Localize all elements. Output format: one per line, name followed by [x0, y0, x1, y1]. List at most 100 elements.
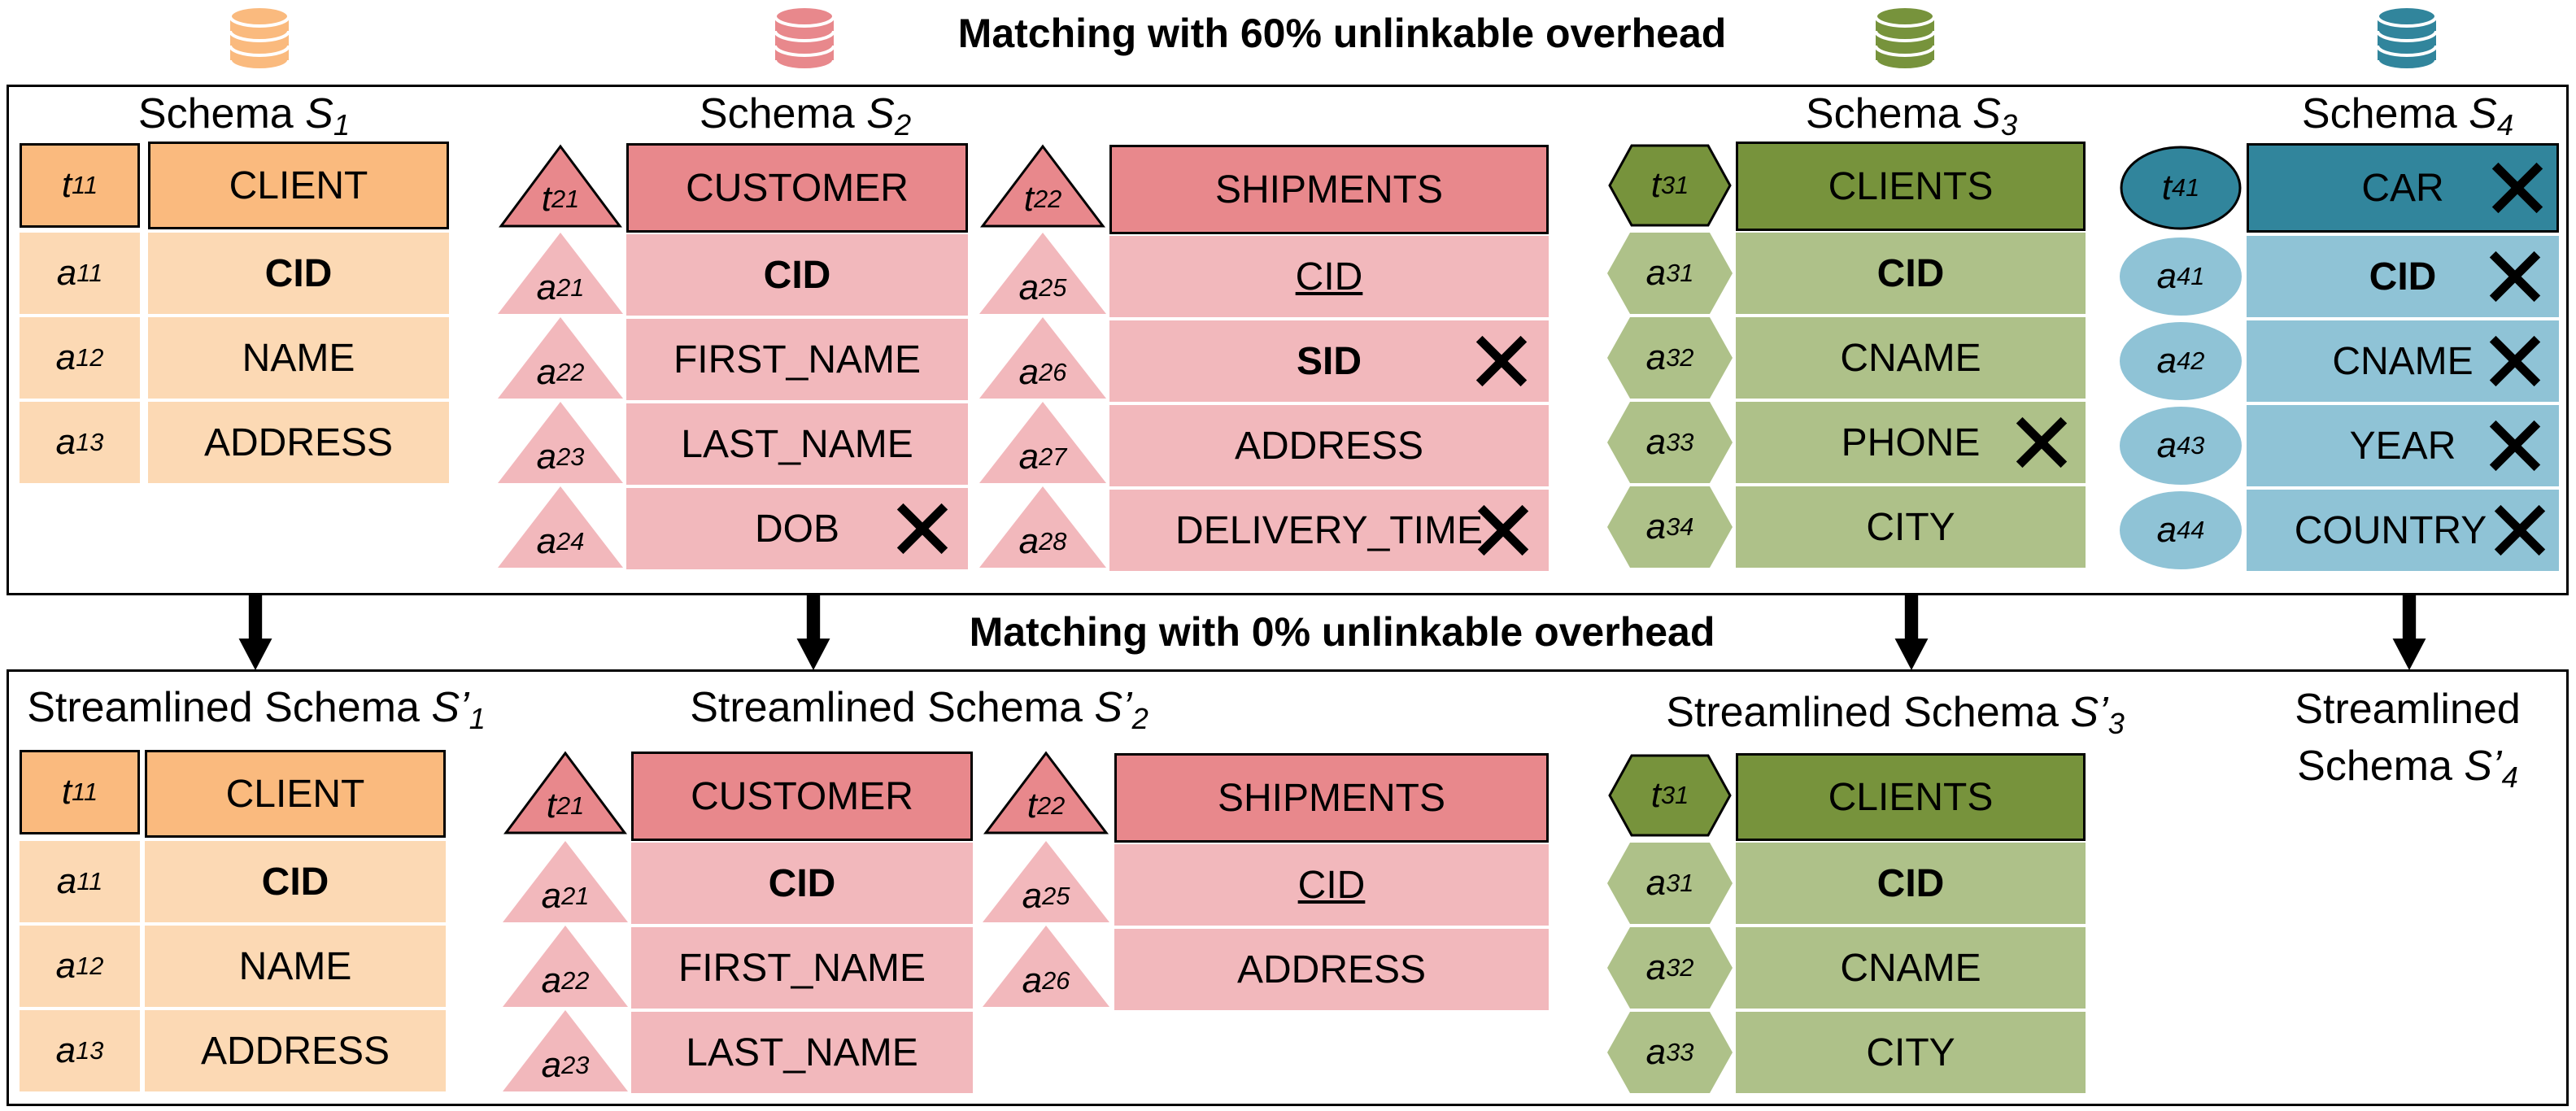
attr-cell: CID	[1736, 843, 2086, 924]
attr-cell: ADDRESS	[145, 1010, 446, 1091]
cross-icon	[893, 499, 952, 558]
streamlined-s4-title-line1: Streamlined	[2295, 686, 2521, 733]
down-arrow-icon	[2391, 595, 2427, 670]
attr-label: a 12	[20, 317, 140, 399]
attr-text: CNAME	[2332, 339, 2474, 383]
bottom-frame	[7, 669, 2569, 1106]
schema-s4-title: Schema S4	[2301, 90, 2514, 142]
attr-cell: SID	[1109, 320, 1549, 402]
cross-icon	[1472, 332, 1531, 390]
attr-cell: CNAME	[2247, 320, 2559, 402]
attr-cell: CITY	[1736, 486, 2086, 568]
database-icon-blue	[2376, 5, 2438, 72]
attr-cell: CID	[631, 843, 973, 924]
table-label-t11: t 11	[20, 143, 140, 228]
attr-cell: LAST_NAME	[631, 1012, 973, 1093]
top-frame	[7, 85, 2569, 595]
attr-label: a 43	[2118, 405, 2243, 486]
attr-cell: COUNTRY	[2247, 490, 2559, 571]
down-arrow-icon	[238, 595, 273, 670]
attr-cell: DELIVERY_TIME	[1109, 490, 1549, 571]
attr-label: a 11	[20, 841, 140, 922]
attr-label: a 31	[1607, 233, 1733, 314]
attr-label: a 12	[20, 926, 140, 1007]
attr-label: a 25	[979, 233, 1106, 314]
attr-text: PHONE	[1841, 420, 1981, 464]
attr-label: a 22	[498, 317, 623, 399]
attr-label: a 41	[2118, 236, 2243, 317]
table-label-t31: t 31	[1607, 143, 1733, 228]
attr-label: a 24	[498, 486, 623, 568]
attr-cell: CITY	[1736, 1012, 2086, 1093]
streamlined-s3-title: Streamlined Schema S’3	[1666, 689, 2125, 741]
attr-text: CID	[2369, 255, 2437, 298]
attr-cell: FIRST_NAME	[626, 319, 968, 400]
attr-cell: CID	[2247, 236, 2559, 317]
attr-cell: CID	[1109, 236, 1549, 317]
top-title: Matching with 60% unlinkable overhead	[957, 11, 1727, 56]
attr-label: a 25	[983, 841, 1109, 922]
attr-label: a 23	[498, 402, 623, 483]
attr-cell: ADDRESS	[148, 402, 449, 483]
streamlined-s2-title: Streamlined Schema S’2	[690, 684, 1149, 736]
attr-cell: CID	[1114, 844, 1549, 926]
table-label-t31: t 31	[1607, 753, 1733, 838]
cross-icon	[2486, 416, 2544, 475]
attr-cell: CID	[626, 234, 968, 316]
attr-label: a 33	[1607, 1012, 1733, 1093]
attr-label: a 32	[1607, 317, 1733, 399]
attr-cell: CNAME	[1736, 927, 2086, 1009]
bottom-title: Matching with 0% unlinkable overhead	[969, 609, 1715, 655]
attr-label: a 21	[498, 233, 623, 314]
table-header-customer: CUSTOMER	[631, 752, 973, 841]
attr-label: a 22	[503, 926, 628, 1007]
table-label-t11: t 11	[20, 750, 140, 834]
attr-cell: YEAR	[2247, 405, 2559, 486]
attr-cell: DOB	[626, 488, 968, 569]
attr-cell: NAME	[148, 317, 449, 399]
attr-label: a 32	[1607, 927, 1733, 1009]
attr-cell: ADDRESS	[1109, 405, 1549, 486]
table-label-t22: t 22	[979, 143, 1106, 229]
cross-icon	[2012, 413, 2071, 472]
cross-icon	[2488, 159, 2547, 217]
attr-label: a 13	[20, 1010, 140, 1091]
cross-icon	[2491, 501, 2549, 560]
table-label-t21: t 21	[503, 750, 628, 836]
attr-label: a 11	[20, 233, 140, 314]
attr-label: a 31	[1607, 843, 1733, 924]
attr-cell: CID	[1736, 233, 2086, 314]
schema-s3-title: Schema S3	[1805, 90, 2018, 142]
schema-s2-title: Schema S2	[699, 90, 912, 142]
table-label-t41: t 41	[2118, 143, 2243, 233]
attr-cell: CID	[148, 233, 449, 314]
table-header-client: CLIENT	[145, 750, 446, 838]
attr-label: a 26	[979, 317, 1106, 399]
attr-text: SID	[1296, 339, 1362, 383]
attr-text: COUNTRY	[2294, 508, 2487, 552]
attr-label: a 13	[20, 402, 140, 483]
table-header-car: CAR	[2247, 143, 2559, 233]
attr-label: a 26	[983, 926, 1109, 1007]
attr-cell: CNAME	[1736, 317, 2086, 399]
table-header-client: CLIENT	[148, 142, 449, 229]
down-arrow-icon	[795, 595, 831, 670]
streamlined-s1-title: Streamlined Schema S’1	[27, 684, 486, 736]
attr-label: a 34	[1607, 486, 1733, 568]
database-icon-orange	[229, 5, 290, 72]
attr-cell: FIRST_NAME	[631, 927, 973, 1009]
table-header-customer: CUSTOMER	[626, 143, 968, 233]
table-label-t21: t 21	[498, 143, 623, 229]
attr-label: a 21	[503, 841, 628, 922]
table-header-shipments: SHIPMENTS	[1109, 145, 1549, 234]
cross-icon	[1474, 501, 1532, 560]
attr-cell: CID	[145, 841, 446, 922]
down-arrow-icon	[1894, 595, 1929, 670]
header-text: CAR	[2361, 166, 2444, 210]
attr-text: DOB	[754, 507, 839, 551]
attr-label: a 27	[979, 402, 1106, 483]
table-header-clients: CLIENTS	[1736, 753, 2086, 841]
attr-label: a 33	[1607, 402, 1733, 483]
cross-icon	[2486, 332, 2544, 390]
attr-label: a 42	[2118, 320, 2243, 402]
